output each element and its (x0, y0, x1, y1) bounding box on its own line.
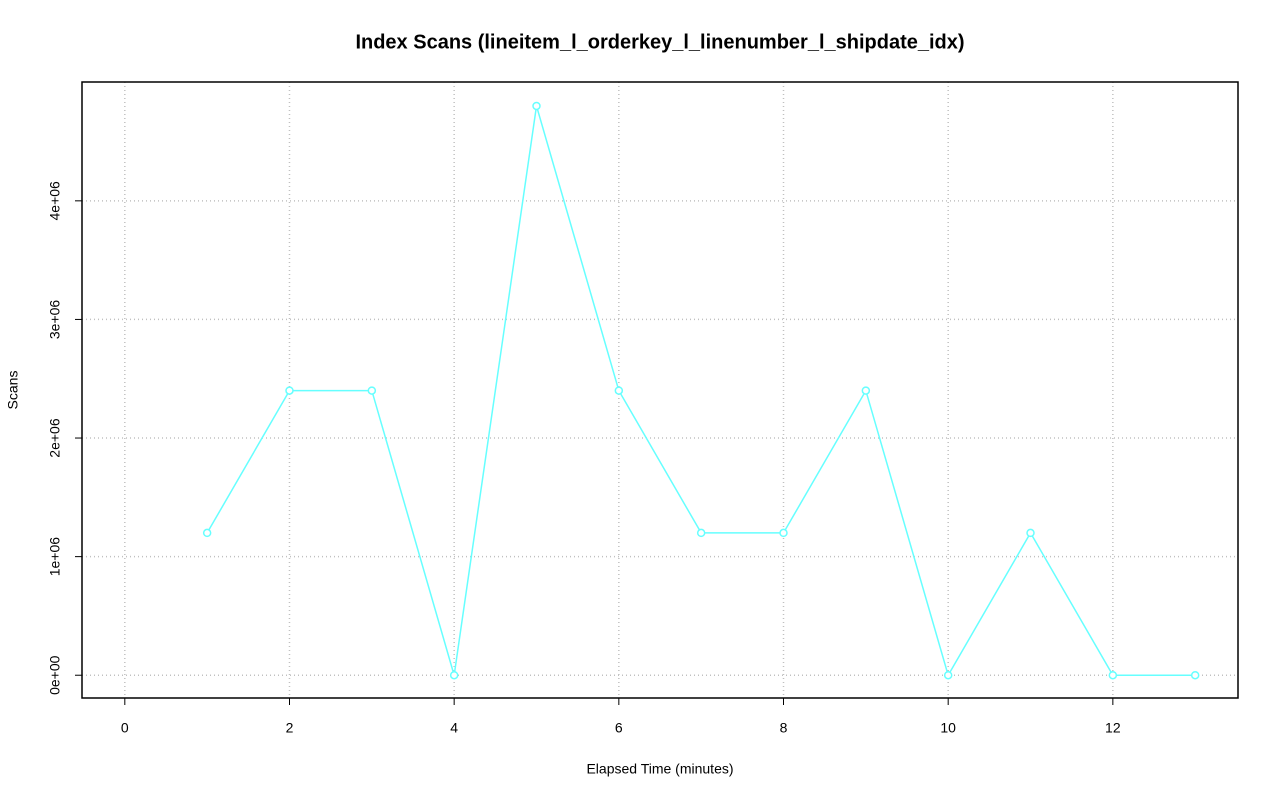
x-tick-label: 10 (940, 720, 956, 736)
y-axis-label: Scans (5, 371, 21, 410)
data-point (779, 528, 788, 538)
x-tick-label: 2 (286, 720, 294, 736)
plot-frame (81, 81, 1239, 699)
data-line (206, 105, 1196, 678)
y-tick-label: 0e+00 (47, 655, 63, 695)
x-tick-label: 0 (121, 720, 129, 736)
data-point (1026, 528, 1035, 538)
data-point (1108, 670, 1118, 680)
data-point (202, 528, 212, 538)
data-point (532, 101, 541, 111)
chart-title: Index Scans (lineitem_l_orderkey_l_linen… (355, 31, 964, 53)
data-point (696, 528, 706, 538)
data-point (367, 386, 377, 395)
data-point (285, 386, 294, 395)
data-point (449, 670, 459, 680)
y-tick-label: 4e+06 (47, 181, 63, 221)
data-point (943, 670, 953, 680)
x-tick-label: 6 (615, 720, 623, 736)
data-point (861, 386, 871, 395)
x-tick-label: 8 (780, 720, 788, 736)
x-tick-label: 12 (1105, 720, 1121, 736)
x-tick-label: 4 (450, 720, 458, 736)
data-point (1190, 670, 1200, 680)
y-tick-label: 2e+06 (47, 418, 63, 458)
x-axis-label: Elapsed Time (minutes) (586, 761, 733, 777)
y-tick-label: 3e+06 (47, 300, 63, 340)
y-tick-label: 1e+06 (47, 537, 63, 577)
data-point (614, 386, 624, 395)
